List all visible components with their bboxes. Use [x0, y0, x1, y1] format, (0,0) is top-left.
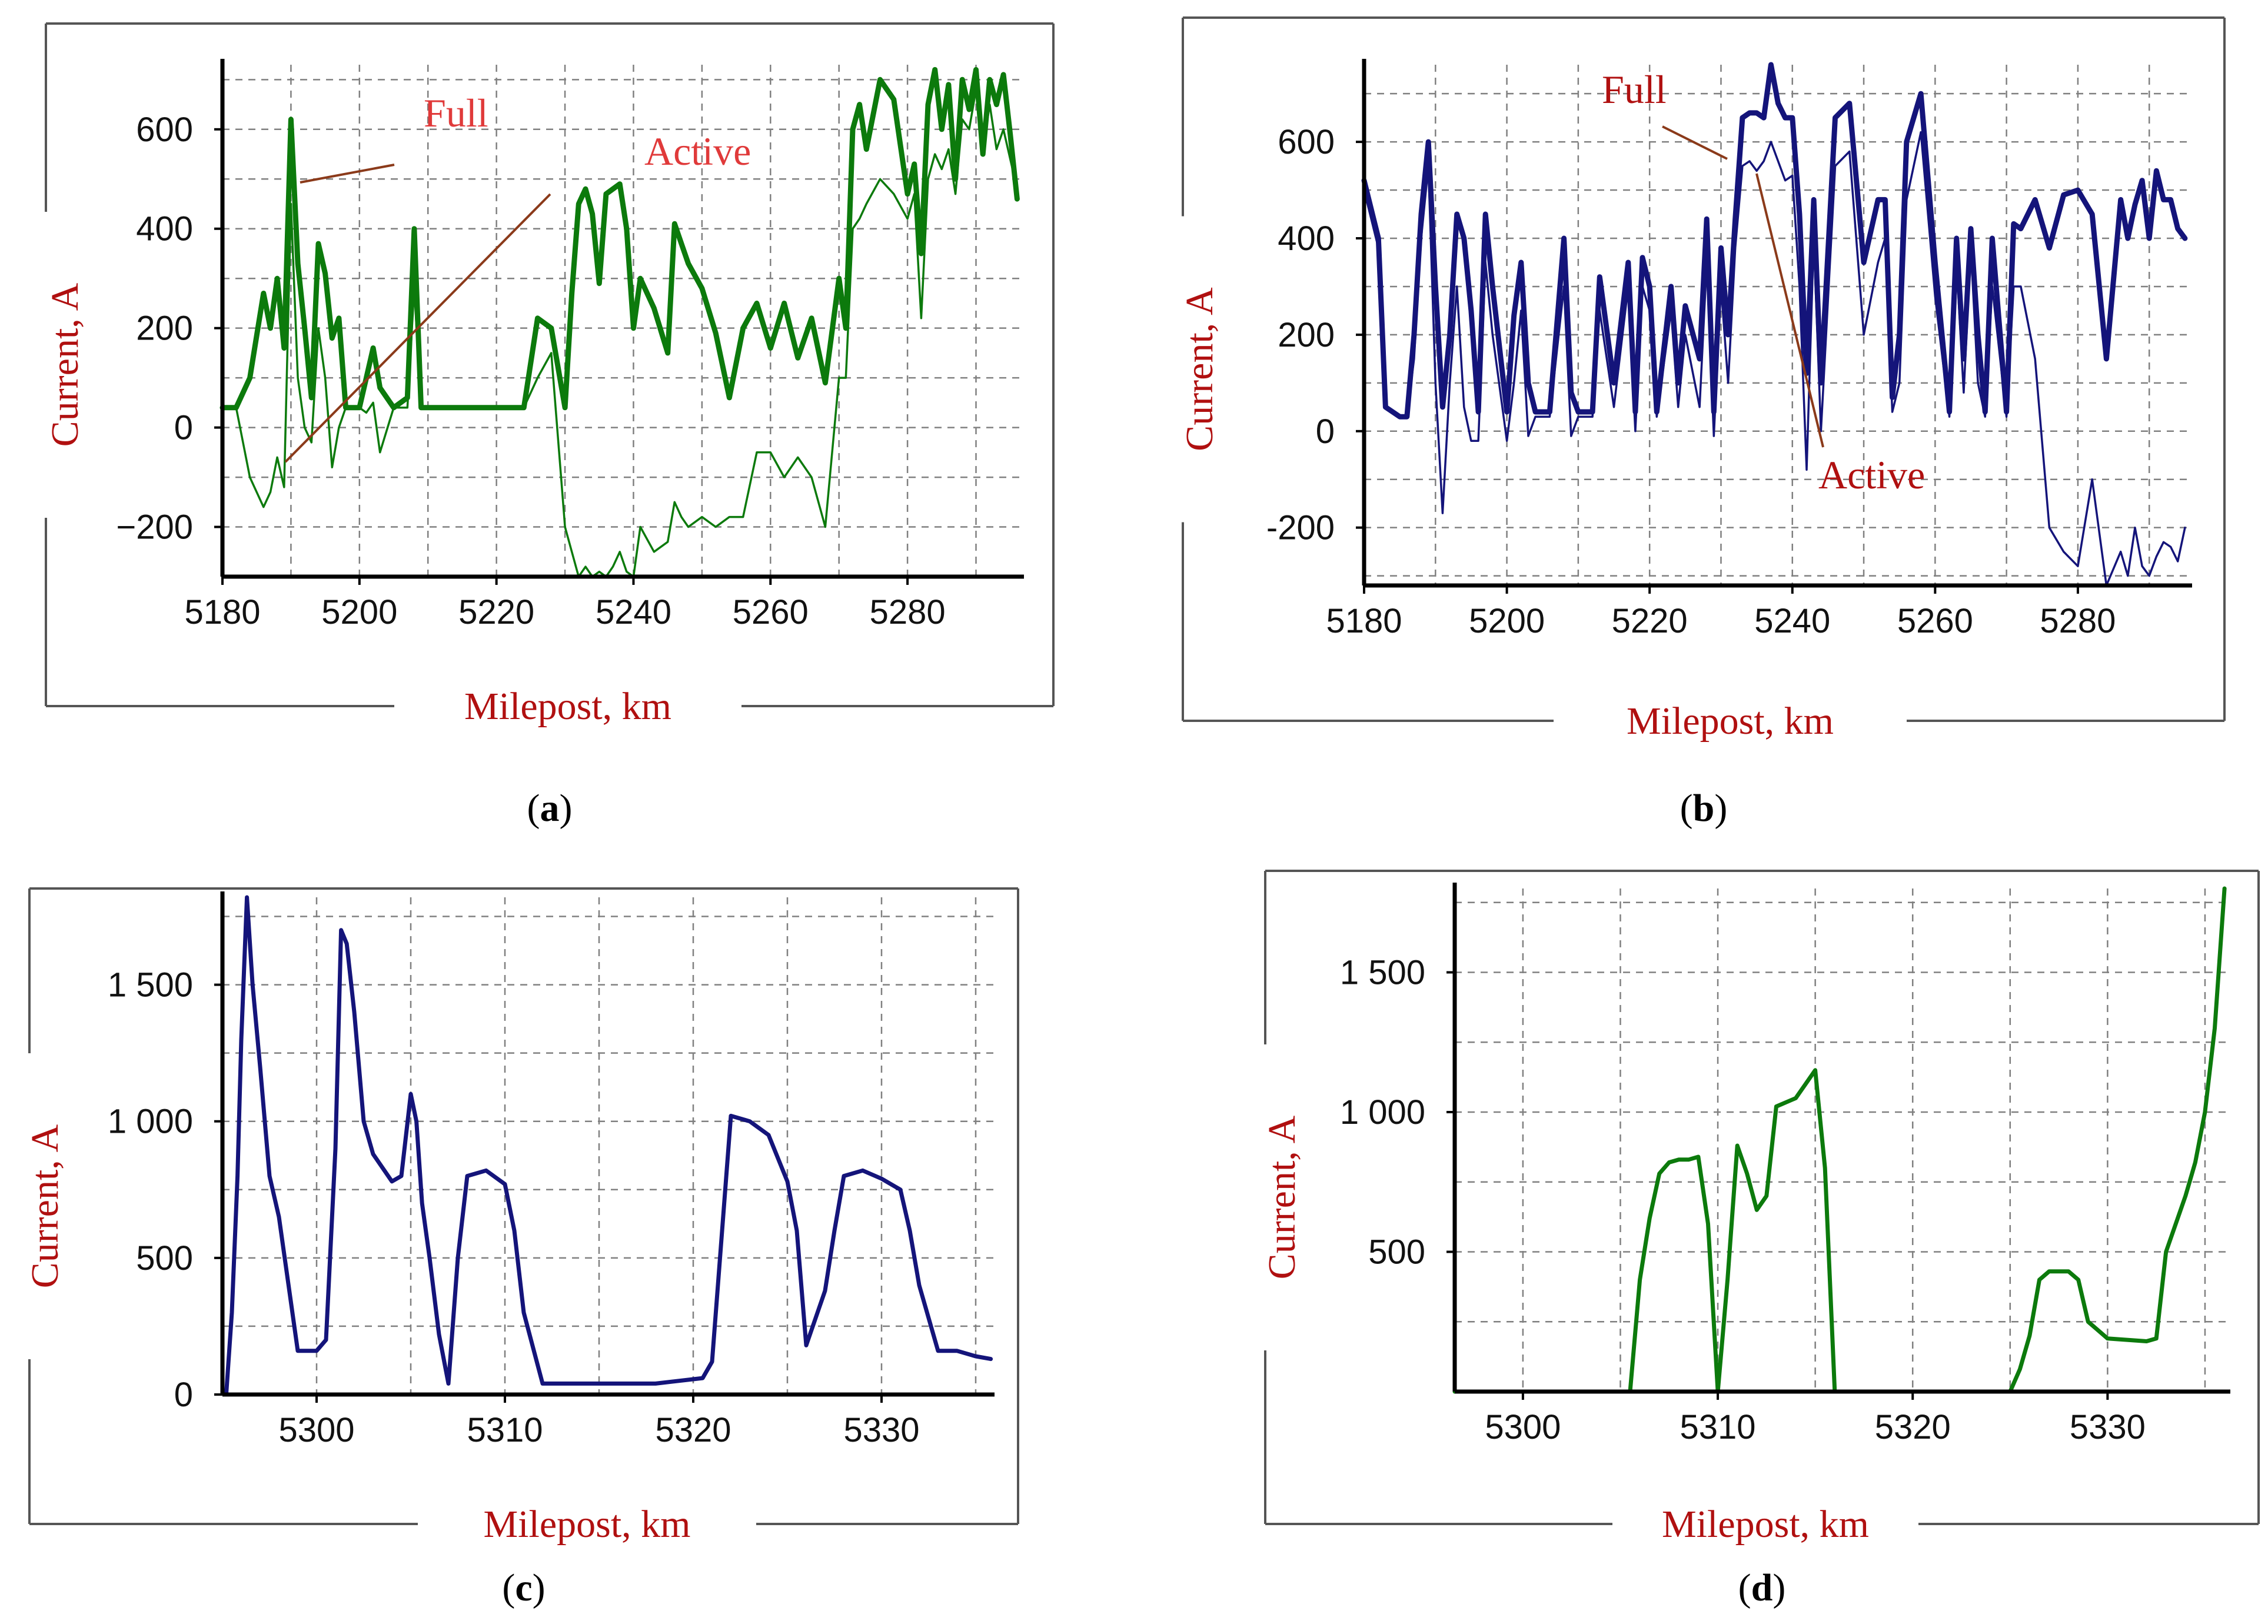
y-tick-label: 0: [174, 1376, 193, 1414]
y-axis-title: Current, A: [1178, 287, 1221, 451]
y-tick-label: 600: [136, 111, 193, 149]
x-axis-title: Milepost, km: [464, 685, 671, 728]
x-tick-label: 5260: [733, 593, 809, 631]
x-tick-label: 5220: [1612, 602, 1688, 640]
annotation-leader-full: [300, 164, 395, 184]
panel-caption: (b): [1680, 787, 1728, 830]
x-tick-label: 5320: [1875, 1408, 1951, 1446]
x-tick-label: 5180: [1326, 602, 1402, 640]
x-tick-label: 5280: [870, 593, 946, 631]
y-tick-label: −200: [116, 508, 193, 547]
chart-panel-b: 5180 5200 5220 5240 5260 5280 -200 0 200 400 600 Mi…: [1178, 16, 2226, 830]
chart-panel-a: 5180 5200 5220 5240 5260 5280 −200 0 200 400 600 Mi…: [44, 22, 1055, 830]
annotation-leader-active: [1755, 173, 1824, 448]
charts-layer: 5180 5200 5220 5240 5260 5280 −200 0 200 400 600 Mi…: [24, 16, 2260, 1609]
series-line-active: [1363, 131, 2186, 587]
y-tick-label: 0: [1316, 412, 1335, 451]
chart-panel-c: 5300 5310 5320 5330 0 500 1 000 1 500 Milepost, …: [24, 887, 1019, 1609]
x-tick-label: 5240: [596, 593, 671, 631]
grid: [222, 897, 995, 1396]
grid: [1363, 65, 2192, 585]
x-tick-label: 5200: [321, 593, 397, 631]
annotation-leader-full: [1662, 125, 1728, 160]
x-tick-label: 5180: [184, 593, 260, 631]
y-axis-title: Current, A: [24, 1124, 66, 1288]
y-tick-label: 200: [1278, 316, 1335, 354]
x-tick-label: 5300: [278, 1411, 354, 1449]
y-tick-label: 1 500: [108, 966, 193, 1004]
y-axis-title: Current, A: [1261, 1115, 1303, 1279]
annotation-leader-active: [284, 193, 551, 463]
series-line-full: [220, 66, 1020, 411]
panel-caption: (a): [527, 787, 573, 830]
y-tick-label: 600: [1278, 123, 1335, 161]
panel-caption: (c): [502, 1566, 545, 1609]
y-tick-label: 200: [136, 310, 193, 348]
y-tick-label: -200: [1266, 509, 1335, 547]
x-axis-title: Milepost, km: [1627, 700, 1834, 743]
y-tick-label: 1 000: [108, 1103, 193, 1141]
y-tick-label: 400: [1278, 219, 1335, 258]
annotation-label-full: Full: [1602, 67, 1667, 112]
series-line-full: [1361, 62, 2188, 420]
y-tick-label: 1 500: [1340, 954, 1425, 992]
x-tick-label: 5330: [2070, 1408, 2146, 1446]
y-tick-label: 400: [136, 210, 193, 248]
y-tick-label: 500: [136, 1239, 193, 1277]
x-tick-label: 5320: [655, 1411, 731, 1449]
panel-background: [29, 888, 1018, 1524]
x-tick-label: 5330: [843, 1411, 919, 1449]
x-tick-label: 5310: [467, 1411, 543, 1449]
annotation-label-full: Full: [424, 91, 488, 135]
x-tick-label: 5200: [1469, 602, 1545, 640]
x-tick-label: 5220: [458, 593, 534, 631]
x-tick-label: 5280: [2040, 602, 2116, 640]
y-tick-label: 0: [174, 409, 193, 447]
x-tick-label: 5310: [1680, 1408, 1756, 1446]
annotation-label-active: Active: [644, 129, 751, 174]
series-line-current: [1452, 886, 2227, 1394]
grid: [1455, 888, 2230, 1393]
panel-background: [46, 24, 1053, 706]
panel-background: [1183, 18, 2224, 721]
x-tick-label: 5240: [1754, 602, 1830, 640]
y-axis-title: Current, A: [44, 282, 87, 447]
panel-caption: (d): [1738, 1566, 1786, 1609]
annotation-label-active: Active: [1818, 452, 1925, 497]
series-line-current: [224, 895, 993, 1397]
y-tick-label: 500: [1368, 1233, 1425, 1272]
x-tick-label: 5300: [1485, 1408, 1561, 1446]
x-tick-label: 5260: [1897, 602, 1973, 640]
x-axis-title: Milepost, km: [1662, 1503, 1869, 1546]
chart-panel-d: 5300 5310 5320 5330 500 1 000 1 500 Milepost, k…: [1261, 870, 2260, 1609]
y-tick-label: 1 000: [1340, 1093, 1425, 1132]
series-line-active: [221, 88, 1019, 578]
x-axis-title: Milepost, km: [483, 1503, 690, 1546]
panel-background: [1265, 871, 2259, 1524]
